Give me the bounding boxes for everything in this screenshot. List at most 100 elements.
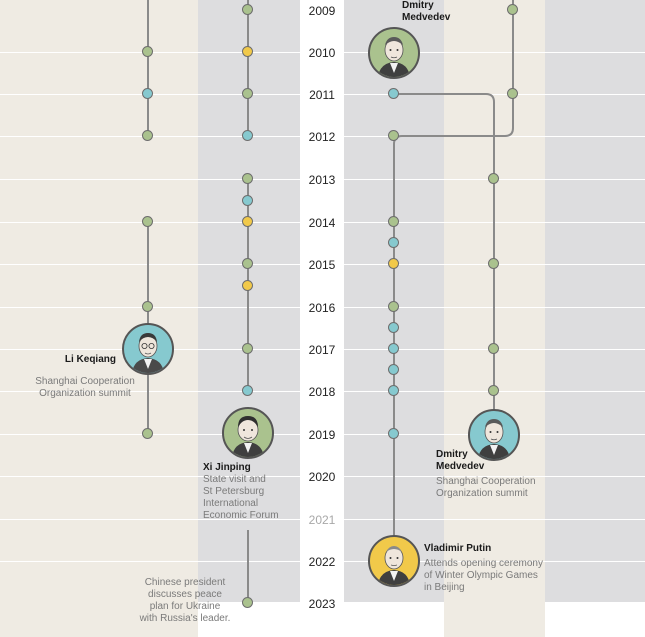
event-text-line: International: [203, 498, 259, 509]
event-text-line: of Winter Olympic Games: [424, 570, 538, 581]
gridline-2017: [0, 349, 645, 350]
year-label: 2020: [308, 470, 336, 484]
xi-jinping-line: [247, 530, 249, 602]
event-text-line: Organization summit: [39, 388, 131, 399]
gridline-2022: [0, 561, 645, 562]
event-dot[interactable]: [488, 385, 499, 396]
event-dot[interactable]: [142, 301, 153, 312]
li-keqiang-event: Shanghai Cooperation Organization summit: [24, 376, 146, 400]
dmitry-medvedev-portrait[interactable]: [368, 27, 420, 79]
year-label: 2011: [309, 88, 335, 102]
event-dot[interactable]: [388, 216, 399, 227]
gridline-2019: [0, 434, 645, 435]
event-dot[interactable]: [242, 46, 253, 57]
event-dot[interactable]: [388, 385, 399, 396]
russia-right-panel: [545, 0, 645, 602]
year-label: 2015: [308, 258, 336, 272]
li-keqiang-portrait[interactable]: [122, 323, 174, 375]
note-text-line: plan for Ukraine: [149, 601, 221, 612]
year-label: 2019: [308, 428, 336, 442]
event-dot[interactable]: [142, 428, 153, 439]
event-dot[interactable]: [388, 88, 399, 99]
name-line: Dmitry: [436, 449, 468, 460]
event-dot[interactable]: [242, 280, 253, 291]
event-dot[interactable]: [242, 597, 253, 608]
event-dot[interactable]: [242, 216, 253, 227]
event-dot[interactable]: [507, 4, 518, 15]
center-gap: [300, 0, 344, 637]
note-text-line: discusses peace: [148, 589, 222, 600]
event-text-line: Shanghai Cooperation: [35, 376, 135, 387]
gridline-2013: [0, 179, 645, 180]
event-dot[interactable]: [388, 237, 399, 248]
gridline-2016: [0, 307, 645, 308]
event-dot[interactable]: [242, 88, 253, 99]
xi-jinping-event: State visit and St Petersburg Internatio…: [203, 474, 298, 522]
dmitry-medvedev-portrait[interactable]: [468, 409, 520, 461]
name-line: Dmitry: [402, 0, 434, 11]
event-text-line: Organization summit: [436, 488, 528, 499]
event-dot[interactable]: [388, 343, 399, 354]
note-text-line: with Russia's leader.: [139, 613, 231, 624]
gridline-2012: [0, 136, 645, 137]
dmitry-medvedev-event: Shanghai Cooperation Organization summit: [436, 476, 556, 500]
li-keqiang-line: [147, 0, 149, 136]
event-dot[interactable]: [242, 343, 253, 354]
dmitry-medvedev-name: Dmitry Medvedev: [402, 0, 462, 24]
event-dot[interactable]: [388, 364, 399, 375]
event-text-line: State visit and: [203, 474, 266, 485]
event-dot[interactable]: [142, 130, 153, 141]
year-label: 2021: [308, 513, 336, 527]
gridline-2020: [0, 476, 645, 477]
event-dot[interactable]: [142, 46, 153, 57]
vladimir-putin-portrait[interactable]: [368, 535, 420, 587]
event-text-line: Shanghai Cooperation: [436, 476, 536, 487]
event-dot[interactable]: [242, 385, 253, 396]
name-line: Medvedev: [436, 461, 485, 472]
event-dot[interactable]: [488, 173, 499, 184]
event-dot[interactable]: [388, 130, 399, 141]
china-right-panel: [198, 0, 300, 602]
year-label: 2016: [308, 301, 336, 315]
gridline-2021: [0, 519, 645, 520]
event-dot[interactable]: [488, 258, 499, 269]
event-dot[interactable]: [242, 4, 253, 15]
year-label: 2022: [308, 555, 336, 569]
year-label: 2023: [308, 597, 336, 611]
year-label: 2018: [308, 385, 336, 399]
xi-jinping-portrait[interactable]: [222, 407, 274, 459]
event-dot[interactable]: [142, 216, 153, 227]
gridline-2014: [0, 222, 645, 223]
event-text-line: in Beijing: [424, 582, 465, 593]
china-left-panel: [0, 0, 198, 637]
li-keqiang-name: Li Keqiang: [64, 354, 116, 365]
event-text-line: Attends opening ceremony: [424, 558, 543, 569]
xi-jinping-line: [247, 0, 249, 136]
year-label: 2012: [308, 130, 336, 144]
year-label: 2009: [308, 4, 336, 18]
event-dot[interactable]: [488, 343, 499, 354]
note-2023: Chinese president discusses peace plan f…: [126, 577, 244, 625]
year-label: 2013: [308, 173, 336, 187]
gridline-2018: [0, 391, 645, 392]
event-dot[interactable]: [242, 258, 253, 269]
event-text-line: St Petersburg: [203, 486, 265, 497]
event-dot[interactable]: [388, 322, 399, 333]
year-label: 2017: [308, 343, 336, 357]
event-dot[interactable]: [388, 301, 399, 312]
event-dot[interactable]: [388, 258, 399, 269]
dmitry-medvedev-name: Dmitry Medvedev: [436, 449, 516, 473]
name-line: Medvedev: [402, 12, 451, 23]
event-dot[interactable]: [242, 173, 253, 184]
year-label: 2014: [308, 216, 336, 230]
note-text-line: Chinese president: [144, 577, 226, 588]
gridline-2015: [0, 264, 645, 265]
event-dot[interactable]: [242, 130, 253, 141]
event-dot[interactable]: [388, 428, 399, 439]
xi-jinping-name: Xi Jinping: [203, 462, 251, 473]
event-text-line: Economic Forum: [203, 510, 279, 521]
event-dot[interactable]: [142, 88, 153, 99]
event-dot[interactable]: [507, 88, 518, 99]
event-dot[interactable]: [242, 195, 253, 206]
